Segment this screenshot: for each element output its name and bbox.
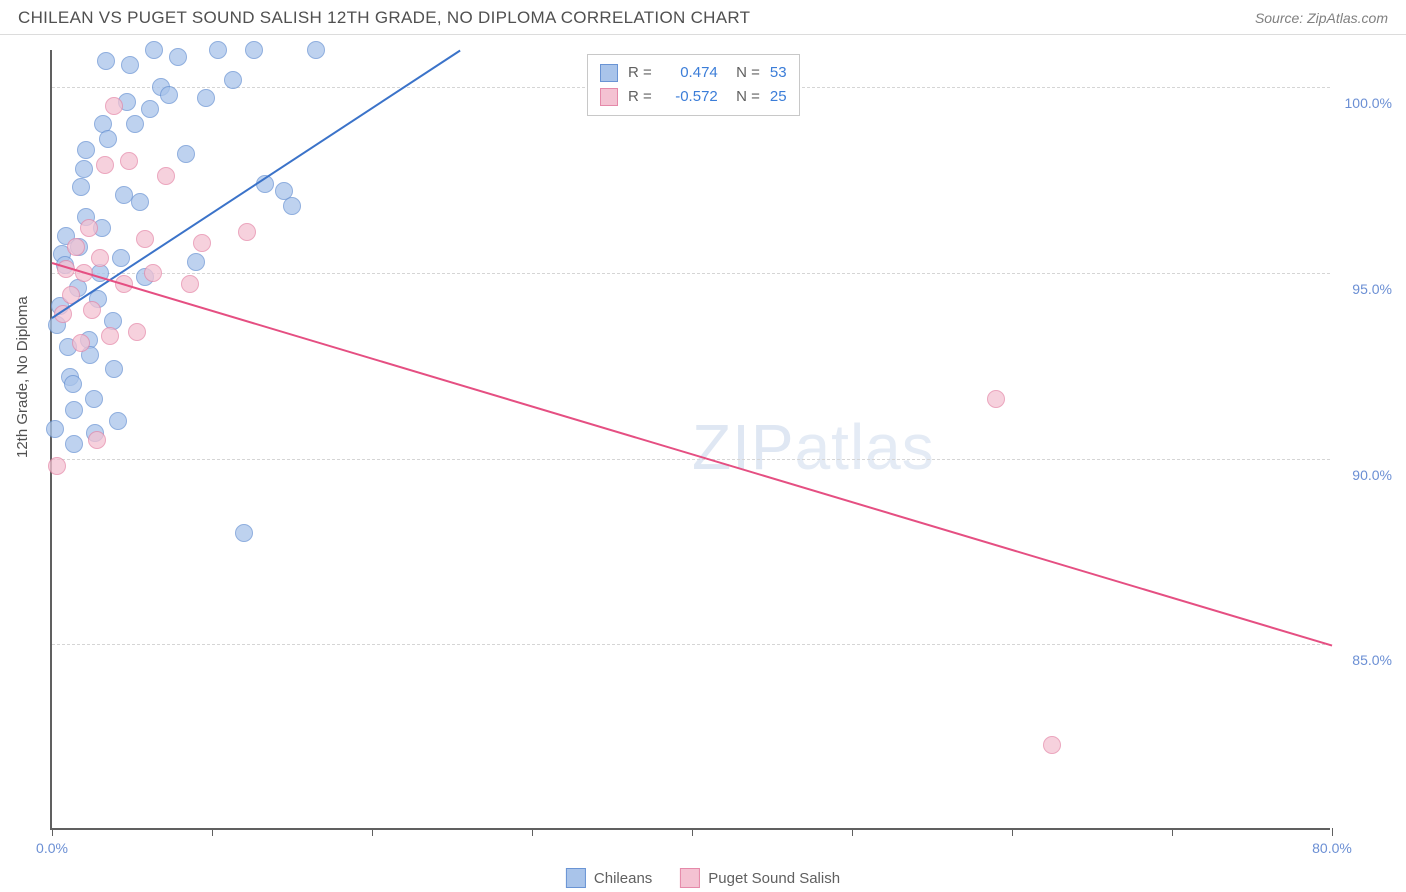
data-point-chileans [105, 360, 123, 378]
data-point-chileans [160, 86, 178, 104]
data-point-chileans [224, 71, 242, 89]
x-tick [852, 828, 853, 836]
legend-label: Chileans [594, 870, 652, 887]
data-point-chileans [75, 160, 93, 178]
legend-item-salish: Puget Sound Salish [680, 868, 840, 888]
data-point-chileans [99, 130, 117, 148]
data-point-salish [238, 223, 256, 241]
legend-swatch-salish [680, 868, 700, 888]
data-point-chileans [235, 524, 253, 542]
data-point-chileans [169, 48, 187, 66]
x-tick [1012, 828, 1013, 836]
y-tick-label: 100.0% [1337, 95, 1392, 111]
chart-header: CHILEAN VS PUGET SOUND SALISH 12TH GRADE… [0, 0, 1406, 35]
data-point-chileans [187, 253, 205, 271]
data-point-chileans [121, 56, 139, 74]
data-point-chileans [109, 412, 127, 430]
watermark-thin: atlas [795, 411, 935, 483]
data-point-salish [96, 156, 114, 174]
chart-area: 12th Grade, No Diploma ZIPatlas 85.0%90.… [0, 38, 1406, 892]
stat-r-value: 0.474 [662, 61, 718, 85]
data-point-chileans [64, 375, 82, 393]
stat-n-label: N = [728, 85, 760, 109]
data-point-chileans [245, 41, 263, 59]
data-point-salish [72, 334, 90, 352]
data-point-chileans [65, 435, 83, 453]
data-point-salish [987, 390, 1005, 408]
stats-box: R = 0.474 N = 53 R = -0.572 N = 25 [587, 54, 800, 116]
data-point-chileans [46, 420, 64, 438]
stat-r-label: R = [628, 85, 652, 109]
legend-item-chileans: Chileans [566, 868, 652, 888]
data-point-salish [80, 219, 98, 237]
stats-row-chileans: R = 0.474 N = 53 [600, 61, 787, 85]
data-point-salish [91, 249, 109, 267]
data-point-salish [193, 234, 211, 252]
gridline-h [52, 644, 1330, 645]
y-axis-title: 12th Grade, No Diploma [14, 296, 31, 458]
data-point-chileans [283, 197, 301, 215]
swatch-salish [600, 88, 618, 106]
chart-title: CHILEAN VS PUGET SOUND SALISH 12TH GRADE… [18, 8, 750, 28]
data-point-salish [1043, 736, 1061, 754]
data-point-chileans [97, 52, 115, 70]
data-point-salish [120, 152, 138, 170]
watermark: ZIPatlas [692, 410, 935, 484]
data-point-chileans [177, 145, 195, 163]
x-tick [52, 828, 53, 836]
x-tick [532, 828, 533, 836]
gridline-h [52, 273, 1330, 274]
y-tick-label: 85.0% [1337, 652, 1392, 668]
data-point-chileans [85, 390, 103, 408]
stat-n-label: N = [728, 61, 760, 85]
data-point-chileans [77, 141, 95, 159]
data-point-chileans [126, 115, 144, 133]
swatch-chileans [600, 64, 618, 82]
trendline-salish [52, 262, 1333, 646]
y-tick-label: 90.0% [1337, 467, 1392, 483]
data-point-salish [157, 167, 175, 185]
x-tick [212, 828, 213, 836]
x-tick [1332, 828, 1333, 836]
data-point-chileans [112, 249, 130, 267]
watermark-bold: ZIP [692, 411, 795, 483]
data-point-salish [144, 264, 162, 282]
x-tick [692, 828, 693, 836]
x-tick [1172, 828, 1173, 836]
data-point-salish [83, 301, 101, 319]
stat-r-label: R = [628, 61, 652, 85]
data-point-salish [88, 431, 106, 449]
y-tick-label: 95.0% [1337, 281, 1392, 297]
source-label: Source: ZipAtlas.com [1255, 10, 1388, 26]
legend-label: Puget Sound Salish [708, 870, 840, 887]
data-point-chileans [197, 89, 215, 107]
data-point-salish [128, 323, 146, 341]
data-point-chileans [65, 401, 83, 419]
stat-n-value: 53 [770, 61, 787, 85]
data-point-chileans [145, 41, 163, 59]
stats-row-salish: R = -0.572 N = 25 [600, 85, 787, 109]
stat-n-value: 25 [770, 85, 787, 109]
data-point-salish [101, 327, 119, 345]
data-point-chileans [72, 178, 90, 196]
x-tick-label: 0.0% [36, 840, 68, 856]
x-tick [372, 828, 373, 836]
data-point-chileans [209, 41, 227, 59]
x-tick-label: 80.0% [1312, 840, 1352, 856]
data-point-salish [181, 275, 199, 293]
gridline-h [52, 459, 1330, 460]
data-point-salish [136, 230, 154, 248]
trendline-chileans [51, 50, 460, 319]
data-point-salish [67, 238, 85, 256]
legend: Chileans Puget Sound Salish [566, 868, 840, 888]
legend-swatch-chileans [566, 868, 586, 888]
data-point-salish [105, 97, 123, 115]
data-point-chileans [141, 100, 159, 118]
stat-r-value: -0.572 [662, 85, 718, 109]
data-point-salish [48, 457, 66, 475]
data-point-chileans [307, 41, 325, 59]
plot-region: ZIPatlas 85.0%90.0%95.0%100.0%0.0%80.0%R… [50, 50, 1330, 830]
data-point-chileans [131, 193, 149, 211]
